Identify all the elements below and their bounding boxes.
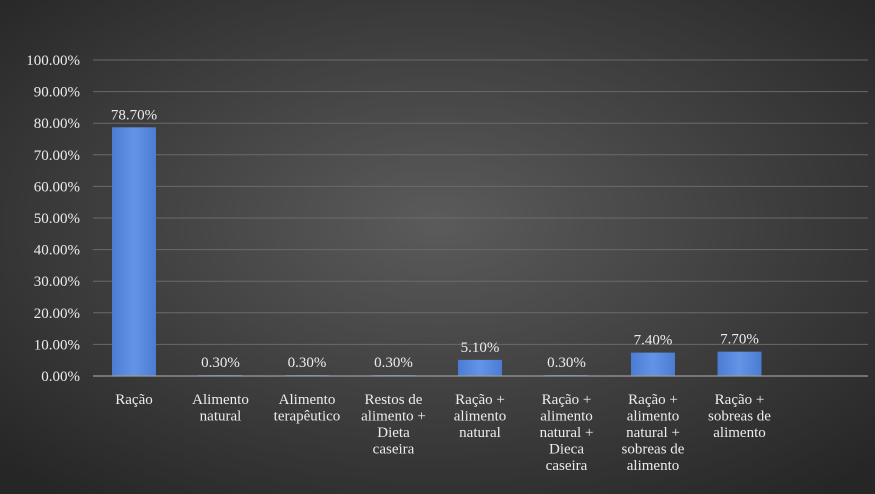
data-label: 7.70% <box>720 332 759 348</box>
y-tick-label: 90.00% <box>34 85 80 101</box>
y-axis-ticks: 0.00% 10.00% 20.00% 30.00% 40.00% 50.00% 60.00… <box>26 53 80 385</box>
y-tick-label: 80.00% <box>34 116 80 132</box>
category-label-line: Dieca <box>549 442 584 458</box>
category-label: Ração + alimento natural + Dieca caseira <box>540 392 594 474</box>
category-label: Alimento natural <box>192 392 249 425</box>
category-label: Ração + sobreas de alimento <box>708 392 771 441</box>
data-label: 0.30% <box>288 355 327 371</box>
category-label-line: sobreas de <box>708 409 771 425</box>
category-label: Ração <box>115 392 152 408</box>
y-tick-label: 60.00% <box>34 179 80 195</box>
category-label-line: alimento <box>454 409 507 425</box>
data-label: 5.10% <box>461 340 500 356</box>
data-label: 7.40% <box>634 333 673 349</box>
category-label-line: Restos de <box>365 392 423 408</box>
data-label: 0.30% <box>547 355 586 371</box>
data-label: 0.30% <box>201 355 240 371</box>
data-labels: 78.70% 0.30% 0.30% 0.30% 5.10% 0.30% 7.40% 7.70… <box>111 107 759 371</box>
y-tick-label: 100.00% <box>26 53 80 69</box>
category-label: Alimento terapêutico <box>274 392 341 425</box>
bar <box>717 351 762 376</box>
data-label: 0.30% <box>374 355 413 371</box>
bar <box>458 359 502 376</box>
y-tick-label: 40.00% <box>34 243 80 259</box>
gridlines <box>93 59 868 345</box>
category-label-line: caseira <box>546 458 588 474</box>
category-label-line: Alimento <box>279 392 336 408</box>
category-label-line: Dieta <box>377 425 410 441</box>
bar <box>112 127 156 376</box>
category-label-line: natural + <box>626 425 680 441</box>
category-label-line: alimento <box>627 458 680 474</box>
category-label-line: terapêutico <box>274 409 341 425</box>
bar <box>631 352 675 376</box>
category-label-line: alimento <box>627 409 680 425</box>
category-label-line: natural <box>459 425 501 441</box>
category-label-line: Ração <box>115 392 152 408</box>
category-label-line: alimento <box>540 409 593 425</box>
y-tick-label: 70.00% <box>34 148 80 164</box>
category-label: Restos de alimento + Dieta caseira <box>361 392 426 458</box>
category-label: Ração + alimento natural + sobreas de alimen… <box>622 392 685 474</box>
y-tick-label: 30.00% <box>34 274 80 290</box>
category-label: Ração + alimento natural <box>454 392 507 441</box>
category-label-line: alimento + <box>361 409 426 425</box>
category-label-line: natural <box>200 409 242 425</box>
category-label-line: natural + <box>540 425 594 441</box>
y-tick-label: 20.00% <box>34 306 80 322</box>
category-label-line: Ração + <box>455 392 505 408</box>
category-label-line: Ração + <box>542 392 592 408</box>
data-label: 78.70% <box>111 107 157 123</box>
y-tick-label: 50.00% <box>34 211 80 227</box>
category-label-line: Ração + <box>715 392 765 408</box>
y-tick-label: 10.00% <box>34 337 80 353</box>
category-label-line: Ração + <box>628 392 678 408</box>
bars <box>112 127 762 376</box>
category-label-line: alimento <box>713 425 766 441</box>
category-label-line: sobreas de <box>622 442 685 458</box>
category-label-line: caseira <box>373 442 415 458</box>
y-tick-label: 0.00% <box>41 369 80 385</box>
category-label-line: Alimento <box>192 392 249 408</box>
